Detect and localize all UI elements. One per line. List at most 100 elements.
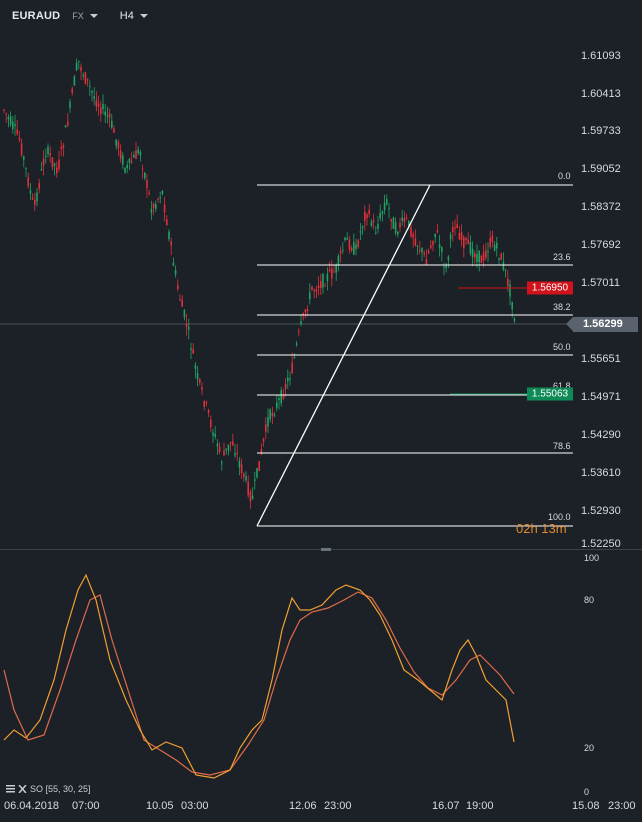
candle-body <box>205 402 208 404</box>
candle-body <box>357 240 359 248</box>
price-axis[interactable]: 1.61093 1.60413 1.59733 1.59052 1.58372 … <box>573 0 642 550</box>
fib-label: 50.0 <box>553 342 571 352</box>
buy-order-badge[interactable]: 1.55063 <box>527 387 573 401</box>
candle-body <box>221 462 223 464</box>
chevron-down-icon <box>139 14 148 18</box>
candle-body <box>394 222 397 233</box>
candle-body <box>27 177 29 187</box>
candle-body <box>91 90 93 93</box>
candle-body <box>276 402 278 408</box>
candle-body <box>504 269 507 271</box>
candle-body <box>458 232 461 240</box>
candle-body <box>5 113 7 115</box>
fib-trend-line <box>256 184 431 527</box>
price-tick: 1.54971 <box>581 391 621 403</box>
fib-label: 78.6 <box>553 441 571 451</box>
candle-body <box>196 373 199 380</box>
candle-body <box>348 239 351 250</box>
candle-body <box>223 450 225 456</box>
candle-body <box>115 139 117 146</box>
candle-body <box>302 313 304 315</box>
fib-label: 100.0 <box>548 512 571 522</box>
candle-body <box>273 414 276 416</box>
candle-body <box>260 449 263 454</box>
candle-body <box>474 253 476 258</box>
menu-icon[interactable] <box>6 785 15 793</box>
pane-resize-handle[interactable] <box>321 548 331 551</box>
fib-label: 0.0 <box>558 171 571 181</box>
candle-body <box>322 273 324 288</box>
price-tick: 1.55651 <box>581 353 621 365</box>
candle-body <box>397 231 399 235</box>
candle-body <box>364 211 366 221</box>
candle-body <box>311 286 313 290</box>
close-icon[interactable] <box>18 784 27 794</box>
candle-body <box>23 156 25 160</box>
candle-body <box>238 460 241 468</box>
candle-body <box>331 268 333 279</box>
candle-body <box>342 249 344 251</box>
candle-body <box>86 78 89 81</box>
candle-body <box>29 190 32 194</box>
candle-body <box>161 190 164 195</box>
price-tick: 1.57011 <box>581 277 620 289</box>
candle-body <box>218 446 221 452</box>
candle-body <box>25 167 27 169</box>
candle-body <box>40 169 43 171</box>
symbol-label[interactable]: EURAUD <box>12 10 61 22</box>
candle-body <box>60 147 62 150</box>
candle-body <box>489 237 491 247</box>
candle-body <box>441 247 443 253</box>
candle-body <box>133 154 135 158</box>
candle-body <box>392 217 395 229</box>
timeframe-dropdown[interactable]: H4 <box>120 10 148 22</box>
candle-body <box>427 251 430 253</box>
time-tick: 06.04.2018 <box>4 800 60 812</box>
candle-body <box>7 117 10 120</box>
candle-body <box>480 255 483 263</box>
candle-body <box>183 309 186 318</box>
chevron-down-icon <box>89 14 98 18</box>
candle-body <box>366 214 368 219</box>
fib-label: 61.8 <box>553 381 571 391</box>
candle-body <box>293 357 296 359</box>
candle-body <box>80 66 82 71</box>
candle-body <box>75 62 78 71</box>
sell-order-badge[interactable]: 1.56950 <box>527 281 573 295</box>
candle-body <box>82 74 84 77</box>
candle-body <box>381 211 384 214</box>
candle-body <box>496 242 498 249</box>
candle-body <box>240 464 243 473</box>
candle-body <box>359 231 362 233</box>
price-tick: 1.57692 <box>581 239 621 251</box>
candle-body <box>465 237 467 241</box>
candle-body <box>89 85 91 87</box>
market-label: FX <box>72 11 84 21</box>
candle-body <box>201 387 203 390</box>
candle-body <box>56 167 58 174</box>
candle-body <box>67 121 69 126</box>
candle-body <box>460 232 463 241</box>
candle-body <box>353 241 355 255</box>
candle-body <box>249 491 252 502</box>
candle-body <box>216 443 219 447</box>
candle-body <box>251 495 254 499</box>
candle-body <box>335 264 337 273</box>
candle-body <box>245 476 247 481</box>
candle-body <box>491 235 494 242</box>
candle-body <box>119 150 122 159</box>
candle-body <box>258 461 260 471</box>
price-tick: 1.59733 <box>581 125 621 137</box>
market-dropdown[interactable]: FX <box>72 11 98 21</box>
candle-body <box>403 217 406 223</box>
fib-label: 38.2 <box>553 302 571 312</box>
time-tick: 23:00 <box>608 800 636 812</box>
candle-body <box>419 250 421 252</box>
candle-body <box>34 199 36 205</box>
time-axis[interactable]: 06.04.2018 07:00 10.05 03:00 12.06 23:00… <box>0 796 642 822</box>
candle-body <box>69 101 71 108</box>
candle-body <box>379 212 381 219</box>
candle-body <box>408 220 410 228</box>
candle-body <box>375 232 377 234</box>
